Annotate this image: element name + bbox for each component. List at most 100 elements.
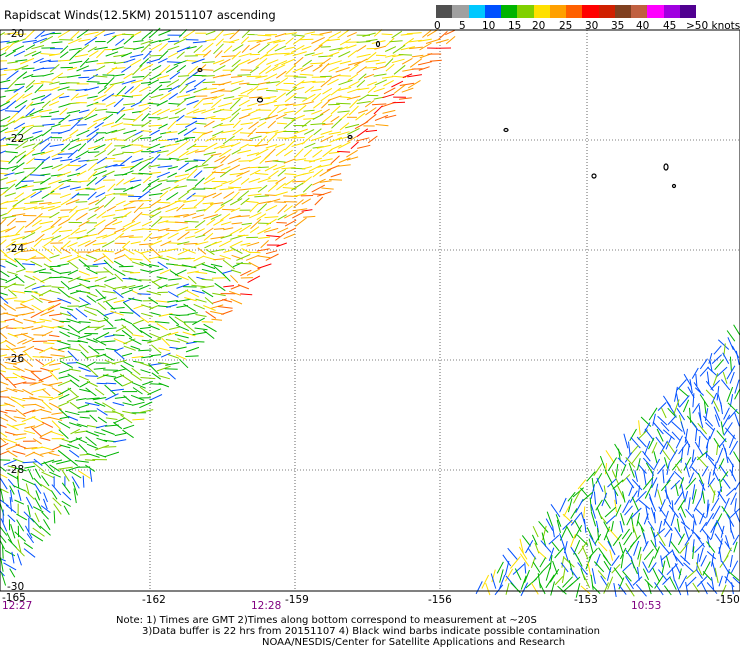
wind-barb [317, 191, 332, 197]
wind-barb [52, 245, 62, 254]
wind-barb [201, 75, 215, 77]
colorbar-label: 5 [459, 20, 466, 32]
wind-barb [221, 269, 234, 274]
wind-barb [249, 226, 260, 234]
wind-barb [691, 466, 700, 476]
wind-barb [148, 264, 160, 267]
wind-barb [32, 130, 43, 134]
wind-barb [5, 276, 18, 284]
wind-barb [383, 79, 394, 87]
wind-barb [51, 459, 63, 463]
wind-barb [78, 38, 91, 42]
wind-barb [158, 375, 171, 380]
wind-barb [131, 323, 143, 334]
wind-barb [230, 207, 241, 213]
wind-barb [239, 224, 252, 233]
wind-barb [707, 471, 711, 485]
wind-barb [67, 67, 78, 71]
wind-barb [238, 114, 251, 120]
wind-barb [585, 554, 593, 570]
wind-barb [123, 47, 136, 50]
wind-barb [241, 108, 252, 111]
wind-barb [292, 67, 303, 73]
wind-barb [156, 323, 168, 331]
wind-barb [223, 249, 234, 253]
wind-barb [223, 285, 235, 288]
wind-barb [264, 159, 279, 163]
wind-barb [66, 255, 81, 263]
wind-barb [40, 309, 55, 317]
wind-barb [699, 521, 708, 533]
wind-barb [23, 167, 36, 170]
wind-barb [165, 339, 180, 343]
wind-barb [94, 276, 107, 282]
wind-barb [622, 499, 631, 513]
wind-barb [30, 225, 42, 234]
wind-barb [218, 81, 232, 86]
wind-barb [0, 150, 6, 154]
wind-barb [123, 72, 133, 80]
wind-barb [301, 198, 311, 205]
wind-barb [683, 456, 692, 471]
wind-barb [545, 518, 554, 531]
wind-barb [0, 340, 8, 345]
wind-barb [159, 190, 169, 198]
wind-barb [186, 341, 197, 345]
islands [197, 40, 677, 189]
wind-barb [201, 108, 216, 114]
wind-barb [120, 108, 134, 112]
wind-barb [668, 504, 679, 518]
wind-barb [60, 198, 73, 206]
wind-barb [642, 450, 651, 462]
wind-barb [563, 505, 570, 517]
wind-barb [113, 73, 125, 77]
wind-barb [132, 40, 144, 43]
wind-barb [568, 560, 574, 576]
wind-barb [726, 386, 734, 402]
wind-barb [24, 282, 37, 290]
wind-barb [176, 94, 191, 98]
wind-barb [264, 164, 278, 172]
wind-barb [643, 422, 651, 434]
wind-barb [722, 478, 731, 489]
wind-barb [218, 102, 233, 108]
wind-barb [59, 312, 72, 317]
wind-barb [87, 46, 97, 53]
wind-barb [141, 339, 153, 342]
wind-barb [664, 489, 672, 505]
wind-barb [139, 279, 152, 281]
wind-barb [272, 160, 286, 163]
wind-barb [257, 227, 271, 235]
wind-barb [554, 547, 564, 559]
wind-barb [0, 144, 9, 147]
wind-barb [60, 280, 70, 289]
wind-barb [194, 177, 205, 187]
wind-barb [58, 421, 71, 429]
wind-barb [184, 136, 196, 139]
wind-barb [0, 67, 8, 71]
wind-barb [653, 512, 656, 524]
wind-barb [192, 41, 207, 44]
wind-barb [122, 381, 134, 387]
wind-barb [75, 308, 88, 318]
wind-barb [373, 73, 387, 77]
wind-barb [130, 221, 141, 227]
wind-barb [692, 539, 695, 553]
wind-barb [348, 105, 359, 116]
wind-barb [274, 45, 287, 52]
wind-barb [0, 95, 6, 98]
wind-barb [157, 261, 169, 269]
wind-barb [13, 381, 27, 386]
wind-barb [122, 240, 131, 249]
wind-barb [292, 193, 307, 197]
wind-barb [121, 33, 135, 36]
wind-barb [94, 324, 105, 331]
wind-barb [711, 553, 715, 567]
wind-barb [710, 379, 721, 390]
wind-barb [0, 228, 10, 233]
wind-barb [220, 221, 232, 226]
wind-barb [273, 165, 286, 171]
wind-barb [150, 39, 162, 44]
wind-barb [551, 541, 560, 552]
wind-barb [14, 83, 25, 86]
